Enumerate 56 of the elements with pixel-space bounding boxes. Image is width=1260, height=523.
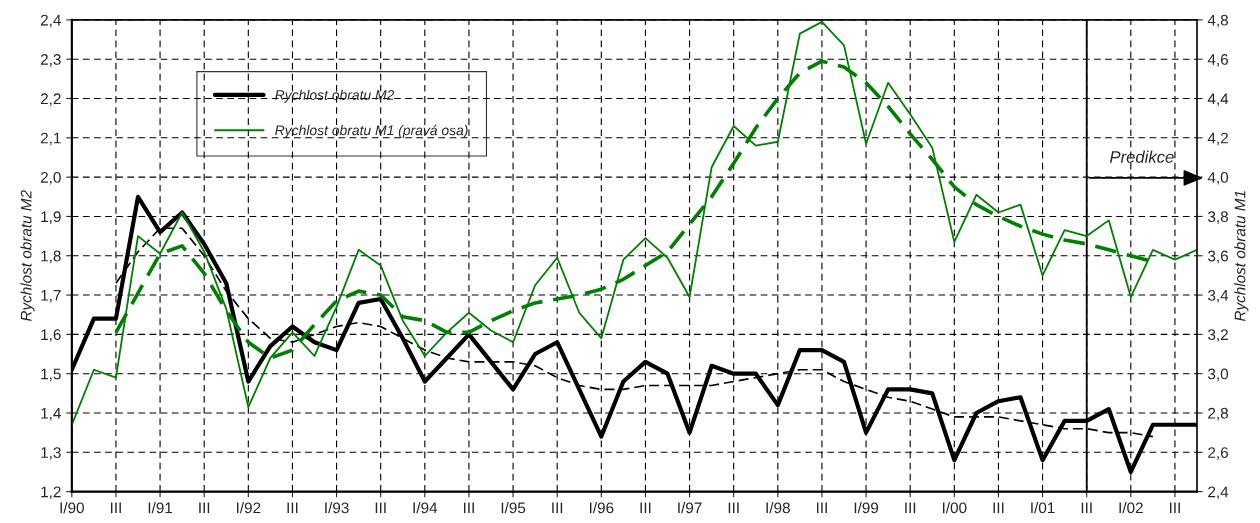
x-tick-label: I/02 [1119, 502, 1143, 514]
y-tick-label: 1,7 [41, 290, 61, 303]
y-tick-label: 1,9 [41, 211, 61, 224]
y2-tick-label: 2,4 [1208, 486, 1229, 500]
y-tick-label: 1,4 [41, 408, 61, 421]
y2-tick-label: 2,8 [1208, 407, 1228, 421]
x-tick-label: III [287, 502, 298, 514]
y-axis-title: Rychlost obratu M2 [20, 190, 35, 322]
y-tick-label: 2,1 [40, 132, 61, 146]
x-tick-label: III [552, 502, 563, 514]
x-tick-label: III [375, 502, 386, 514]
x-tick-label: I/98 [766, 502, 790, 514]
x-tick-label: I/95 [501, 502, 526, 514]
y2-tick-label: 3,2 [1208, 329, 1228, 342]
y2-tick-label: 4,8 [1207, 14, 1228, 28]
y-tick-label: 1,5 [41, 368, 61, 382]
x-tick-label: III [905, 502, 916, 514]
y2-tick-label: 2,6 [1208, 447, 1228, 460]
y-tick-label: 1,3 [41, 447, 61, 460]
x-tick-label: III [1081, 502, 1092, 514]
x-tick-label: I/90 [60, 502, 84, 514]
x-tick-label: I/00 [942, 502, 967, 514]
x-tick-label: I/94 [413, 502, 438, 514]
y-tick-label: 2,3 [40, 54, 61, 67]
y2-tick-label: 3,6 [1208, 250, 1228, 264]
legend-label: Rychlost obratu M1 (pravá osa) [275, 124, 468, 138]
x-tick-label: I/01 [1031, 502, 1055, 514]
y2-tick-label: 4,0 [1207, 171, 1229, 185]
x-tick-label: III [640, 502, 651, 514]
y2-tick-label: 3,0 [1208, 368, 1229, 382]
y-tick-label: 2,4 [40, 14, 61, 28]
x-tick-label: III [199, 502, 210, 514]
x-tick-label: III [1169, 502, 1180, 514]
x-tick-label: III [463, 502, 474, 514]
x-tick-label: I/93 [325, 502, 349, 514]
x-tick-label: I/91 [148, 502, 173, 514]
y-tick-label: 2,0 [40, 171, 61, 185]
x-tick-label: I/99 [854, 502, 879, 514]
y-tick-label: 1,2 [41, 486, 61, 500]
annotation: Predikce [1109, 150, 1174, 163]
x-tick-label: III [816, 502, 827, 514]
y2-axis-title: Rychlost obratu M1 [1234, 191, 1249, 322]
y2-tick-label: 3,4 [1208, 289, 1229, 303]
x-tick-label: III [110, 502, 121, 514]
y2-tick-label: 4,2 [1207, 132, 1228, 146]
y2-tick-label: 4,6 [1207, 54, 1228, 67]
y2-tick-label: 4,4 [1207, 93, 1229, 106]
x-tick-label: I/96 [589, 502, 614, 514]
x-tick-label: III [993, 502, 1004, 514]
y2-tick-label: 3,8 [1208, 211, 1228, 224]
x-tick-label: I/97 [678, 502, 702, 514]
y-tick-label: 2,2 [40, 93, 61, 106]
y-tick-label: 1,8 [41, 250, 61, 264]
x-tick-label: III [728, 502, 739, 514]
y-tick-label: 1,6 [41, 329, 61, 342]
x-tick-label: I/92 [236, 502, 261, 514]
